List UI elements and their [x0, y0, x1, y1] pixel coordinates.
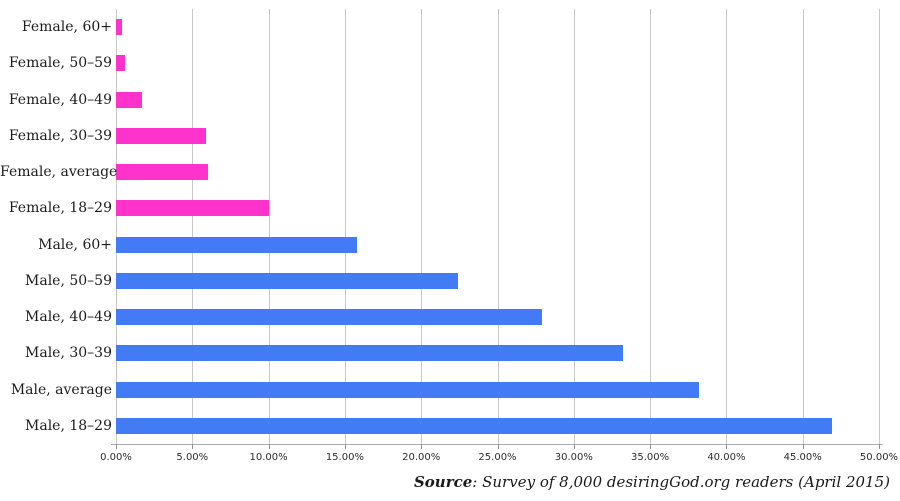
x-tick-mark: [192, 444, 194, 449]
x-tick-label: 25.00%: [478, 452, 517, 463]
x-tick-mark: [497, 444, 499, 449]
source-label: Source: [413, 473, 473, 491]
x-tick-mark: [726, 444, 728, 449]
x-tick-label: 30.00%: [554, 452, 593, 463]
bar-male-average: [116, 381, 699, 398]
category-label-male-60: Male, 60+: [38, 236, 112, 253]
bar-female-40-49: [116, 91, 142, 108]
gridline: [726, 9, 728, 444]
x-tick-label: 50.00%: [859, 452, 899, 463]
gridline: [192, 9, 194, 444]
x-tick-mark: [650, 444, 652, 449]
x-tick-mark: [421, 444, 423, 449]
category-label-male-18-29: Male, 18–29: [25, 417, 112, 434]
gridline: [116, 9, 117, 444]
category-label-female-60: Female, 60+: [21, 19, 112, 36]
plot-area: [116, 9, 880, 444]
bar-male-30-39: [116, 345, 623, 362]
category-label-male-40-49: Male, 40–49: [25, 309, 112, 326]
gridline: [573, 9, 575, 444]
bar-female-average: [116, 164, 208, 181]
x-tick-label: 5.00%: [176, 452, 209, 463]
x-tick-mark: [802, 444, 804, 449]
bar-male-60: [116, 236, 358, 253]
x-tick-label: 0.00%: [100, 452, 132, 463]
gridline: [802, 9, 804, 444]
x-axis-line: [111, 444, 883, 445]
category-label-female-40-49: Female, 40–49: [8, 91, 112, 108]
gridline: [497, 9, 499, 444]
bar-female-50-59: [116, 55, 126, 72]
category-label-female-average: Female, average: [0, 164, 118, 181]
x-tick-mark: [344, 444, 346, 449]
category-label-female-50-59: Female, 50–59: [8, 55, 112, 72]
category-label-female-30-39: Female, 30–39: [8, 127, 112, 144]
x-tick-mark: [268, 444, 270, 449]
x-tick-label: 35.00%: [631, 452, 670, 463]
gridline: [650, 9, 652, 444]
bar-female-60: [116, 19, 123, 36]
category-label-male-50-59: Male, 50–59: [25, 272, 112, 289]
bar-male-18-29: [116, 417, 832, 434]
source-text: : Survey of 8,000 desiringGod.org reader…: [472, 473, 890, 491]
x-tick-label: 10.00%: [249, 452, 288, 463]
bar-male-40-49: [116, 309, 542, 326]
x-tick-label: 40.00%: [707, 452, 746, 463]
gridline: [421, 9, 423, 444]
gridline: [879, 9, 880, 444]
category-label-female-18-29: Female, 18–29: [8, 200, 112, 217]
gridline: [344, 9, 346, 444]
x-tick-mark: [116, 444, 117, 449]
bar-female-30-39: [116, 127, 207, 144]
x-tick-label: 20.00%: [402, 452, 441, 463]
bar-male-50-59: [116, 272, 458, 289]
x-tick-label: 45.00%: [783, 452, 822, 463]
x-tick-mark: [573, 444, 575, 449]
source-note: Source: Survey of 8,000 desiringGod.org …: [414, 473, 890, 491]
x-tick-label: 15.00%: [325, 452, 364, 463]
bar-female-18-29: [116, 200, 269, 217]
x-tick-mark: [879, 444, 880, 449]
category-label-male-average: Male, average: [10, 381, 112, 398]
category-label-male-30-39: Male, 30–39: [25, 345, 112, 362]
gridline: [268, 9, 270, 444]
